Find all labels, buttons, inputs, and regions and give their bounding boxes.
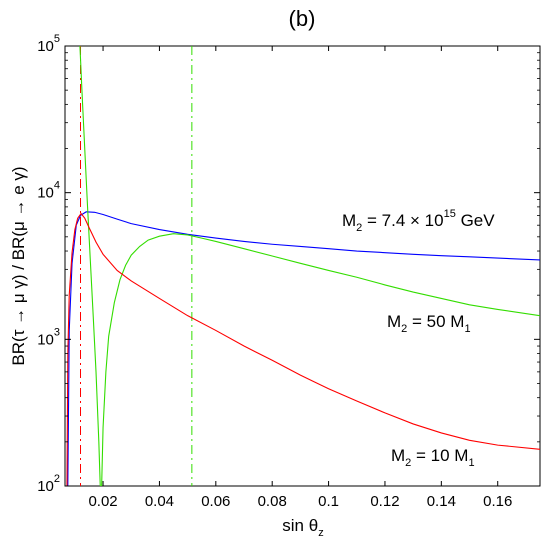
x-tick-label: 0.06 xyxy=(201,493,230,510)
series-labels: M2 = 7.4 × 1015 GeV M2 = 50 M1 M2 = 10 M1 xyxy=(342,208,495,469)
reference-lines xyxy=(80,46,193,486)
series-label-m2-50m1: M2 = 50 M1 xyxy=(387,312,471,335)
series-line-m2-fixed xyxy=(67,211,540,486)
x-tick-label: 0.14 xyxy=(427,493,456,510)
series-line-m2-10m1 xyxy=(66,212,540,486)
series-lines xyxy=(66,46,540,486)
y-tick-label: 103 xyxy=(37,326,60,348)
x-axis-label: sin θz xyxy=(282,516,323,539)
plot-frame xyxy=(64,45,541,487)
axis-ticks: 0.02 0.04 0.06 0.08 0.1 0.12 0.14 0.16 102 103 104… xyxy=(37,33,540,510)
series-label-m2-fixed: M2 = 7.4 × 1015 GeV xyxy=(342,208,495,234)
x-tick-label: 0.02 xyxy=(88,493,117,510)
chart-title: (b) xyxy=(289,6,316,31)
y-axis-label: BR(τ → μ γ) / BR(μ → e γ) xyxy=(9,166,28,365)
y-tick-label: 102 xyxy=(37,473,60,495)
x-tick-label: 0.16 xyxy=(483,493,512,510)
x-tick-label: 0.12 xyxy=(370,493,399,510)
x-tick-label: 0.1 xyxy=(318,493,339,510)
x-tick-label: 0.08 xyxy=(258,493,287,510)
series-label-m2-10m1: M2 = 10 M1 xyxy=(391,446,475,469)
y-tick-label: 105 xyxy=(37,33,60,55)
y-tick-label: 104 xyxy=(37,180,60,202)
series-line-m2-50m1 xyxy=(79,46,540,486)
x-tick-label: 0.04 xyxy=(145,493,174,510)
